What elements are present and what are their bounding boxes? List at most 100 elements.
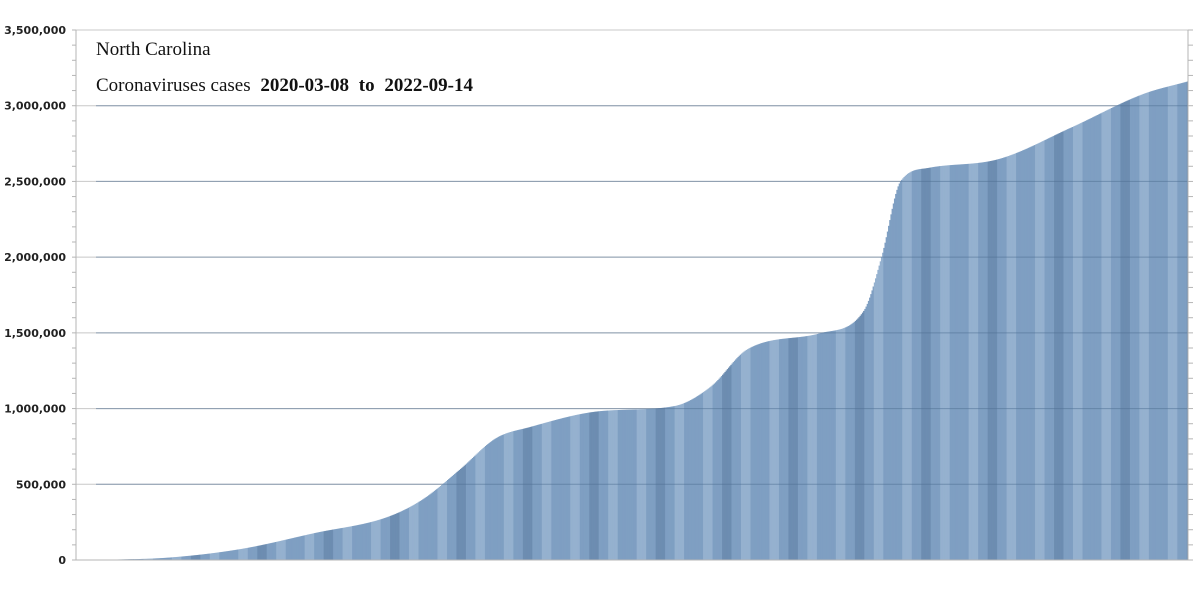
bar [252, 546, 255, 560]
bar [196, 554, 199, 560]
bar [697, 395, 699, 560]
bar [743, 351, 746, 560]
bar [167, 557, 169, 560]
bar [1155, 89, 1158, 560]
bar [250, 547, 252, 560]
bar [302, 535, 304, 560]
bar [563, 417, 565, 560]
bar [604, 410, 607, 560]
bar [1112, 107, 1114, 561]
bar [666, 407, 668, 560]
bar [1019, 151, 1022, 560]
bar [808, 335, 811, 560]
bar [998, 159, 1000, 560]
bar [936, 166, 939, 560]
bar [1033, 145, 1036, 560]
bar [1074, 125, 1076, 561]
bar [363, 523, 366, 560]
bar [531, 426, 533, 560]
bar [529, 426, 532, 560]
bar [805, 336, 807, 560]
bar [1069, 128, 1072, 560]
bar [569, 416, 571, 560]
bar [601, 410, 603, 560]
bar [239, 549, 242, 560]
bar [435, 489, 437, 560]
bar [810, 335, 813, 560]
bar [174, 557, 176, 560]
bar [1142, 93, 1145, 561]
bar [261, 544, 264, 560]
bar [844, 327, 846, 560]
bar [546, 422, 549, 560]
bar [899, 181, 902, 560]
bar [1163, 87, 1165, 560]
bar [776, 339, 779, 560]
bar [176, 556, 179, 560]
bar [540, 423, 543, 560]
bar [480, 450, 482, 560]
chart-title-line1: North Carolina [96, 39, 211, 60]
bar [688, 400, 691, 560]
bar [1052, 135, 1055, 561]
bar [796, 337, 799, 560]
bar [329, 530, 332, 560]
bar [431, 492, 434, 560]
bar [685, 402, 687, 560]
bar [399, 511, 402, 560]
bar [941, 165, 944, 560]
bar [675, 405, 678, 560]
bar [377, 520, 379, 560]
bar [1132, 98, 1134, 561]
title-to-word: to [359, 75, 375, 96]
bar [737, 356, 740, 560]
bar [579, 414, 582, 560]
bar [1120, 103, 1123, 560]
bar [759, 343, 762, 560]
bar [465, 463, 468, 560]
bar [923, 168, 926, 560]
bar [438, 486, 441, 560]
bar [494, 438, 497, 560]
bar [544, 422, 546, 560]
bar [944, 165, 947, 560]
bar [751, 346, 754, 560]
bar [1113, 106, 1115, 560]
bar [290, 538, 293, 560]
bar [1001, 157, 1004, 560]
bar [1145, 93, 1147, 560]
bar [839, 329, 842, 560]
bar [337, 528, 340, 560]
bar [1089, 118, 1092, 561]
bar [1169, 86, 1171, 560]
bar [980, 162, 983, 560]
bar [521, 428, 524, 560]
bar [551, 420, 553, 560]
bar [561, 418, 564, 560]
bar [703, 391, 705, 560]
bar [238, 549, 240, 560]
bar [911, 171, 914, 561]
bar [845, 327, 847, 560]
bar [441, 485, 443, 560]
bar [973, 163, 976, 561]
title-end-date: 2022-09-14 [384, 75, 473, 96]
bar [1110, 107, 1113, 561]
bar [278, 541, 281, 560]
bar [968, 163, 971, 560]
chart-title-line2: Coronaviruses cases 2020-03-08 to 2022-0… [96, 75, 473, 96]
bar [273, 542, 276, 560]
bar [1005, 156, 1008, 560]
bar [564, 417, 566, 560]
bar [259, 545, 262, 560]
bar [625, 409, 628, 560]
bar [222, 551, 225, 560]
bar [997, 159, 999, 560]
bar [988, 161, 991, 561]
bar [842, 328, 845, 560]
bar [400, 511, 403, 560]
bar [414, 503, 417, 560]
bar [981, 162, 984, 560]
bar [271, 542, 274, 560]
